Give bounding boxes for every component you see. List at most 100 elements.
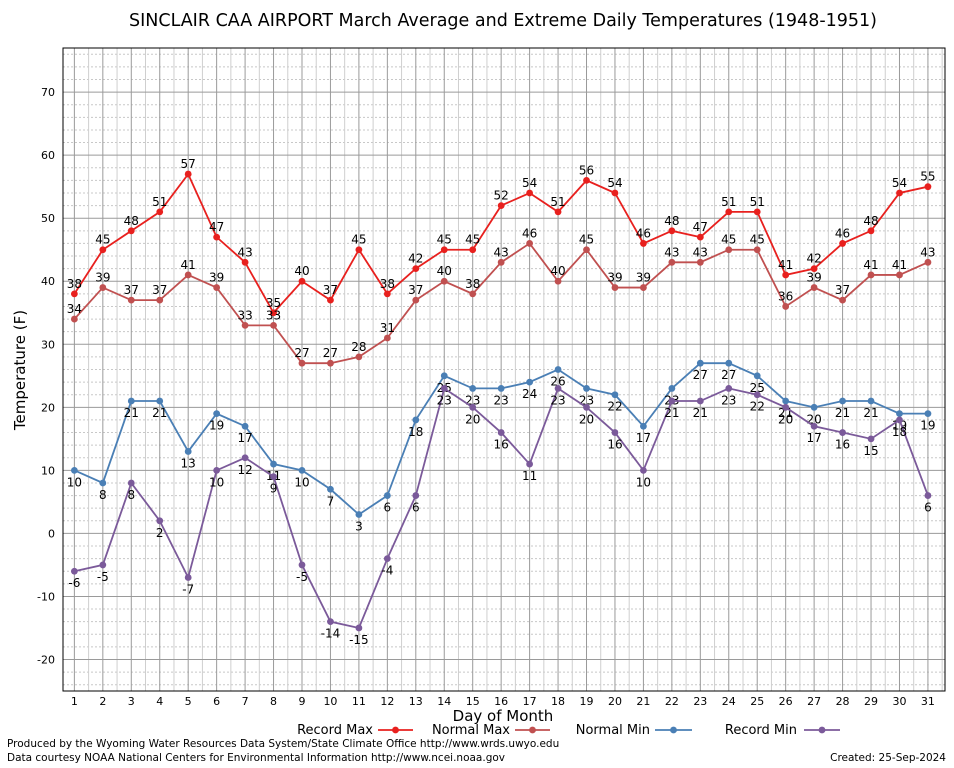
grid <box>63 48 945 691</box>
y-tick-label: 10 <box>41 464 55 477</box>
data-label: 41 <box>863 258 878 272</box>
data-point <box>298 466 306 474</box>
data-label: 23 <box>550 393 565 407</box>
x-tick-label: 2 <box>99 695 106 708</box>
data-label: 10 <box>209 475 224 489</box>
data-point <box>213 466 221 474</box>
x-axis-label: Day of Month <box>453 707 554 725</box>
data-point <box>810 403 818 411</box>
data-point <box>327 485 334 493</box>
data-label: -7 <box>182 583 194 597</box>
data-point <box>383 334 391 342</box>
data-point <box>867 271 875 279</box>
legend-label: Normal Min <box>576 723 650 738</box>
data-point <box>526 460 534 468</box>
data-point <box>270 321 277 329</box>
data-point <box>526 378 534 386</box>
data-label: 21 <box>664 406 679 420</box>
x-tick-label: 13 <box>409 695 423 708</box>
data-point <box>383 555 391 563</box>
x-tick-label: 12 <box>380 695 394 708</box>
data-label: 20 <box>579 412 594 426</box>
data-label: 23 <box>494 393 509 407</box>
data-point <box>440 372 448 380</box>
data-point <box>383 290 391 298</box>
data-label: 33 <box>237 308 252 322</box>
data-point <box>896 271 903 279</box>
y-tick-label: 70 <box>41 86 55 99</box>
y-tick-label: 40 <box>41 275 55 288</box>
data-point <box>327 359 334 367</box>
data-point <box>810 422 818 430</box>
series-record-min: -6 -5 8 2 -7 10 12 9 -5 -14 -15 -4 6 23 20 16 11 23 20 16 10… <box>68 385 932 647</box>
series-record-max: 38 45 48 51 57 47 43 35 40 37 45 38 42 45 45 52 54 51 56 54… <box>67 157 936 317</box>
data-label: 55 <box>920 170 935 184</box>
data-label: 40 <box>437 264 452 278</box>
data-label: 41 <box>778 258 793 272</box>
data-point <box>924 183 932 191</box>
legend-label: Record Max <box>297 723 373 738</box>
x-tick-label: 27 <box>807 695 821 708</box>
data-label: 40 <box>294 264 309 278</box>
data-label: -5 <box>296 570 308 584</box>
data-label: 2 <box>156 526 164 540</box>
data-point <box>753 372 761 380</box>
data-point <box>213 410 221 418</box>
data-label: 56 <box>579 163 594 177</box>
data-point <box>896 410 903 418</box>
data-point <box>554 208 562 216</box>
data-point <box>554 277 562 285</box>
data-point <box>896 416 903 424</box>
x-tick-label: 5 <box>185 695 192 708</box>
footer-created-text: Created: 25-Sep-2024 <box>830 752 946 764</box>
data-point <box>270 309 277 317</box>
data-label: 46 <box>636 226 651 240</box>
data-label: 38 <box>67 277 82 291</box>
data-point <box>640 284 647 291</box>
data-label: 42 <box>408 252 423 266</box>
data-point <box>497 385 505 392</box>
data-point <box>924 410 932 418</box>
data-point <box>753 246 761 254</box>
data-label: 39 <box>806 271 821 285</box>
data-label: 48 <box>863 214 878 228</box>
data-point <box>611 189 619 197</box>
series-normal-max: 34 39 37 37 41 39 33 33 27 27 28 31 37 40 38 43 46 40 45 39… <box>67 226 936 367</box>
data-point <box>184 170 192 178</box>
data-point <box>184 574 192 581</box>
data-label: 27 <box>721 368 736 382</box>
data-point <box>213 233 221 241</box>
data-label: 36 <box>778 289 793 303</box>
data-label: 17 <box>237 431 252 445</box>
data-point <box>241 454 249 462</box>
x-tick-label: 21 <box>636 695 650 708</box>
series-normal-min: 10 8 21 21 13 19 17 11 10 7 3 6 18 25 23 23 24 26 23 22 17 23… <box>67 359 936 533</box>
data-point <box>782 397 790 405</box>
x-tick-label: 23 <box>693 695 707 708</box>
x-tick-label: 1 <box>71 695 78 708</box>
x-tick-label: 7 <box>242 695 249 708</box>
data-point <box>156 397 164 405</box>
data-point <box>184 271 192 279</box>
data-label: 46 <box>522 226 537 240</box>
data-label: 8 <box>99 488 107 502</box>
data-point <box>611 284 619 291</box>
data-label: 21 <box>835 406 850 420</box>
data-label: 20 <box>465 412 480 426</box>
data-label: 37 <box>835 283 850 297</box>
data-point <box>127 296 135 304</box>
data-point <box>668 227 676 235</box>
data-label: 23 <box>437 393 452 407</box>
data-label: 22 <box>750 400 765 414</box>
y-axis-label: Temperature (F) <box>11 310 29 431</box>
data-point <box>725 246 733 254</box>
data-point <box>839 429 846 436</box>
legend: Record Max Normal Max Normal Min Record Min <box>297 723 840 738</box>
data-label: 19 <box>920 419 935 433</box>
data-label: 37 <box>323 283 338 297</box>
data-label: 34 <box>67 302 82 316</box>
data-point <box>70 466 78 474</box>
data-point <box>640 466 647 474</box>
data-point <box>440 277 448 285</box>
